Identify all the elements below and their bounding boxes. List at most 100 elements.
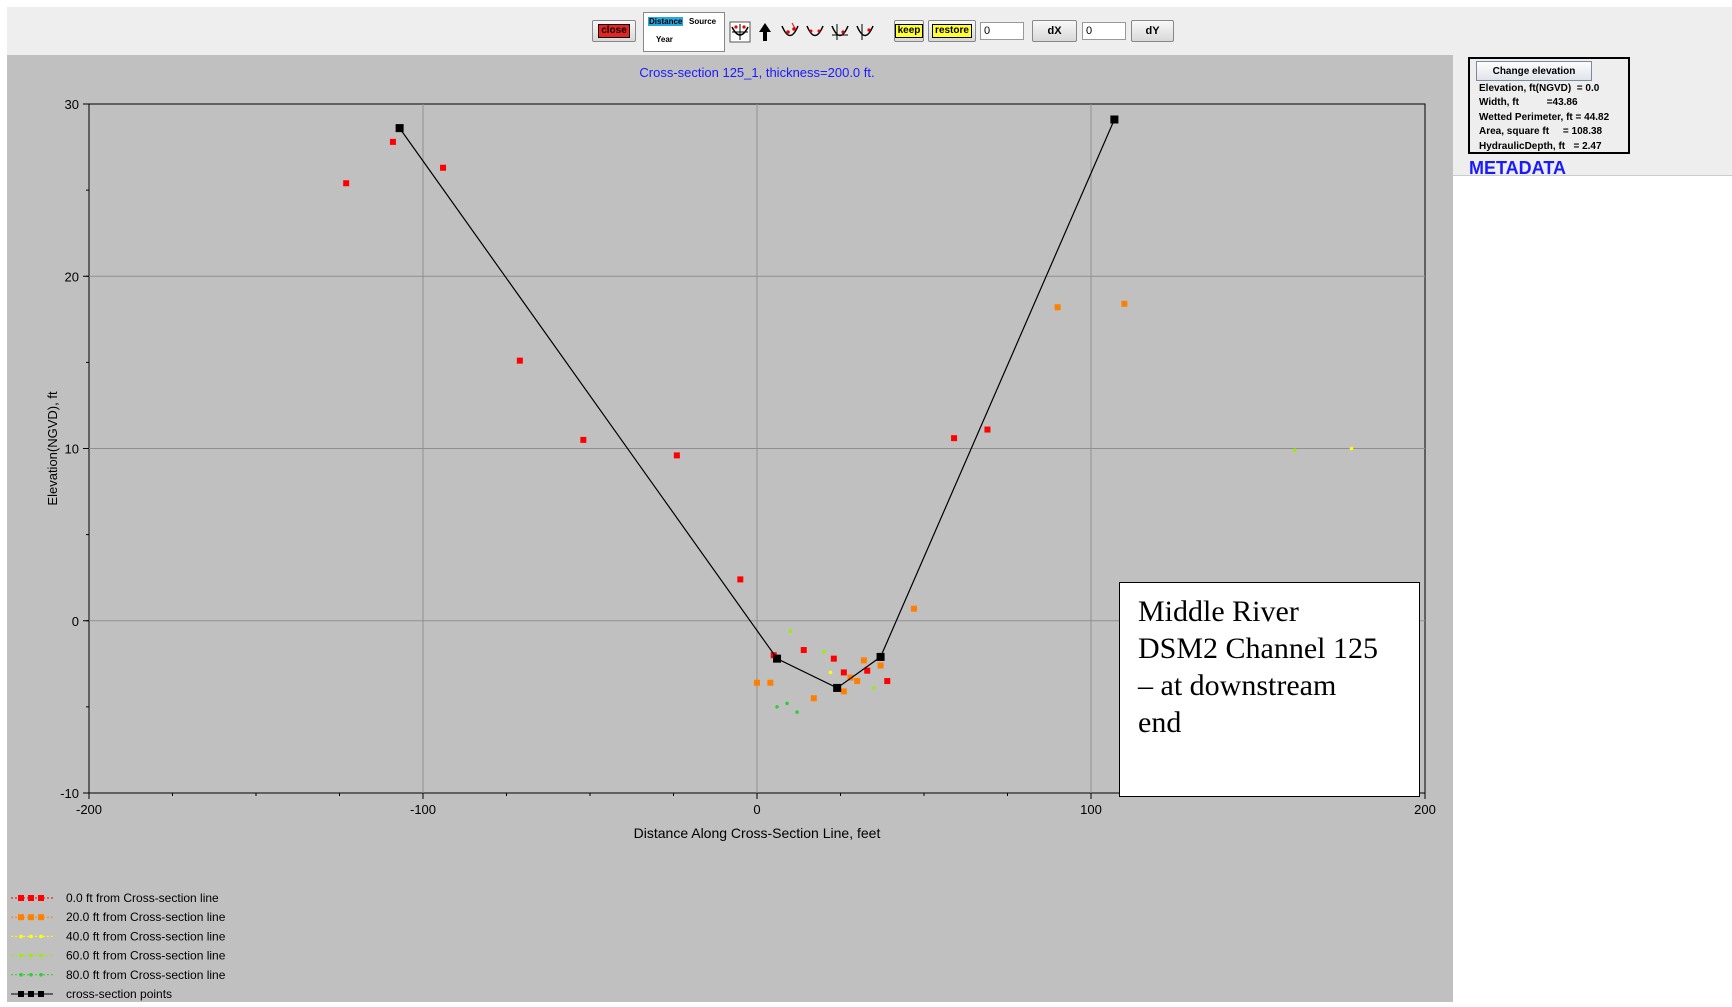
data-point xyxy=(773,654,782,663)
toolbar: close Distance Source Year xyxy=(7,7,1732,55)
dy-input[interactable]: 0 xyxy=(1082,22,1126,40)
legend-marker xyxy=(28,895,34,901)
y-tick-label: 10 xyxy=(65,442,79,457)
legend-marker xyxy=(39,953,43,958)
chart-title: Cross-section 125_1, thickness=200.0 ft. xyxy=(639,65,874,80)
side-blank-area xyxy=(1453,176,1732,1002)
legend-marker xyxy=(29,953,33,958)
legend-marker xyxy=(38,991,44,997)
legend-marker xyxy=(38,895,44,901)
elevation-panel: Change elevation Elevation, ft(NGVD) = 0… xyxy=(1468,57,1630,154)
insert-point-icon[interactable] xyxy=(779,21,801,43)
data-point xyxy=(754,679,760,686)
data-point xyxy=(840,669,847,676)
delete-point-icon[interactable] xyxy=(829,21,851,43)
data-point xyxy=(767,679,774,686)
data-point xyxy=(580,436,587,443)
wetted-perimeter-readout: Wetted Perimeter, ft = 44.82 xyxy=(1479,112,1610,123)
data-point xyxy=(810,695,817,702)
toggle-year[interactable]: Year xyxy=(656,35,673,44)
annotation-line: end xyxy=(1138,706,1182,739)
annotation-line: DSM2 Channel 125 xyxy=(1138,632,1378,665)
data-point xyxy=(822,649,826,654)
arrow-up-icon[interactable] xyxy=(754,21,776,43)
data-point xyxy=(1054,304,1061,311)
data-point xyxy=(516,357,523,364)
data-point xyxy=(854,678,861,685)
legend-label: 40.0 ft from Cross-section line xyxy=(66,929,226,943)
close-button-label: close xyxy=(598,24,630,38)
annotation-line: Middle River xyxy=(1138,595,1299,628)
data-point xyxy=(872,686,876,690)
move-points-icon[interactable] xyxy=(729,21,751,43)
legend-marker xyxy=(18,895,24,901)
y-tick-label: 20 xyxy=(65,269,79,284)
x-tick-label: 0 xyxy=(753,802,760,817)
data-point xyxy=(951,435,958,442)
plot-panel: -200 -100 0 100 200 -10 0 10 20 30 Cross-section 1… xyxy=(7,55,1453,1002)
data-point xyxy=(830,655,837,662)
group-by-toggle[interactable]: Distance Source Year xyxy=(643,12,725,52)
metadata-link[interactable]: METADATA xyxy=(1469,158,1566,178)
legend-label: cross-section points xyxy=(66,987,172,1001)
legend-label: 60.0 ft from Cross-section line xyxy=(66,949,226,963)
x-tick-label: 200 xyxy=(1414,802,1436,817)
width-readout: Width, ft =43.86 xyxy=(1479,97,1578,108)
legend-label: 0.0 ft from Cross-section line xyxy=(66,891,219,905)
annotation-line: – at downstream xyxy=(1138,669,1337,702)
data-point xyxy=(785,701,789,706)
data-point xyxy=(795,710,799,714)
legend-marker xyxy=(29,973,33,977)
data-point xyxy=(884,678,891,685)
legend-marker xyxy=(19,953,23,958)
legend-marker xyxy=(29,934,33,939)
data-point xyxy=(673,452,680,459)
data-point xyxy=(876,652,885,661)
x-axis-label: Distance Along Cross-Section Line, feet xyxy=(634,825,881,841)
data-point xyxy=(1349,446,1354,451)
area-readout: Area, square ft = 108.38 xyxy=(1479,126,1603,137)
x-tick-label: 100 xyxy=(1080,802,1102,817)
legend-marker xyxy=(28,914,34,921)
restore-button-label: restore xyxy=(932,24,972,38)
legend-label: 80.0 ft from Cross-section line xyxy=(66,968,226,982)
data-point xyxy=(840,688,847,695)
x-tick-label: -100 xyxy=(410,802,436,817)
close-button[interactable]: close xyxy=(592,20,636,42)
data-point xyxy=(775,705,779,709)
x-tick-label: -200 xyxy=(76,802,102,817)
channel-edit-icon[interactable] xyxy=(854,21,876,43)
legend-marker xyxy=(39,934,43,939)
legend-label: 20.0 ft from Cross-section line xyxy=(66,910,226,924)
legend-marker xyxy=(19,973,23,977)
y-axis-label: Elevation(NGVD), ft xyxy=(45,391,60,506)
legend-marker xyxy=(19,934,23,939)
dx-input[interactable]: 0 xyxy=(980,22,1024,40)
dx-button[interactable]: dX xyxy=(1032,20,1077,42)
data-point xyxy=(1121,300,1128,307)
keep-button[interactable]: keep xyxy=(894,20,924,42)
hydraulic-depth-readout: HydraulicDepth, ft = 2.47 xyxy=(1479,141,1602,152)
data-point xyxy=(828,670,833,675)
y-tick-label: 30 xyxy=(65,97,79,112)
restore-button[interactable]: restore xyxy=(928,20,976,42)
legend-marker xyxy=(38,914,44,921)
data-point xyxy=(910,605,917,612)
dy-button[interactable]: dY xyxy=(1131,20,1174,42)
y-tick-label: -10 xyxy=(60,786,79,801)
data-point xyxy=(833,683,842,692)
data-point xyxy=(847,674,854,681)
legend-marker xyxy=(18,991,24,997)
change-elevation-button[interactable]: Change elevation xyxy=(1476,61,1592,81)
data-point xyxy=(877,662,884,669)
data-point xyxy=(860,657,867,664)
toggle-source[interactable]: Source xyxy=(689,17,717,26)
data-point xyxy=(1292,448,1297,453)
data-point xyxy=(395,124,404,133)
toggle-distance[interactable]: Distance xyxy=(648,17,684,26)
data-point xyxy=(343,180,350,187)
channel-icon[interactable] xyxy=(804,21,826,43)
data-point xyxy=(389,138,396,145)
legend-marker xyxy=(18,914,24,921)
